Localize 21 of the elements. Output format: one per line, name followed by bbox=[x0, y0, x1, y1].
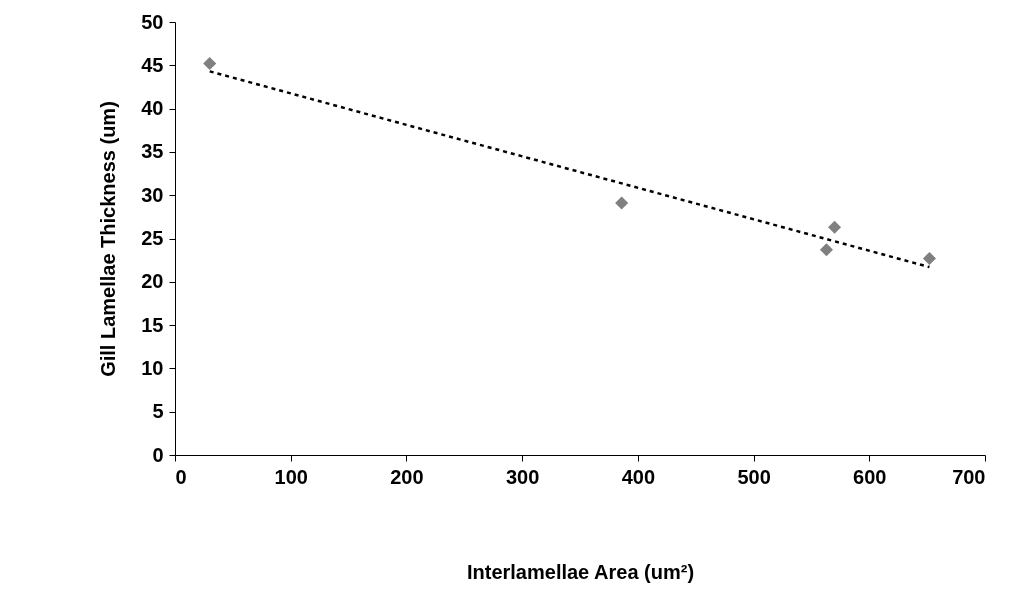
x-axis-title: Interlamellae Area (um²) bbox=[466, 560, 695, 583]
x-tick-label: 400 bbox=[621, 465, 656, 488]
y-tick-label: 20 bbox=[141, 270, 164, 293]
x-tick-label: 300 bbox=[505, 465, 540, 488]
y-tick-label: 25 bbox=[141, 227, 164, 249]
y-tick-label: 5 bbox=[152, 400, 164, 423]
y-axis-title: Gill Lamellae Thickness (um) bbox=[97, 101, 120, 377]
x-tick-label: 500 bbox=[737, 465, 771, 488]
y-tick-label: 10 bbox=[141, 356, 164, 379]
y-tick-label: 0 bbox=[152, 443, 164, 466]
y-tick-label: 40 bbox=[141, 97, 164, 120]
y-tick-label: 50 bbox=[141, 10, 164, 33]
x-tick-label: 700 bbox=[952, 465, 986, 488]
y-tick-label: 35 bbox=[141, 140, 164, 163]
x-tick-label: 0 bbox=[175, 465, 187, 488]
y-tick-label: 15 bbox=[141, 313, 164, 336]
x-tick-label: 200 bbox=[390, 465, 424, 488]
y-tick-label: 45 bbox=[141, 53, 164, 76]
x-tick-label: 600 bbox=[853, 465, 887, 488]
x-tick-label: 100 bbox=[274, 465, 308, 488]
y-tick-label: 30 bbox=[141, 183, 164, 206]
